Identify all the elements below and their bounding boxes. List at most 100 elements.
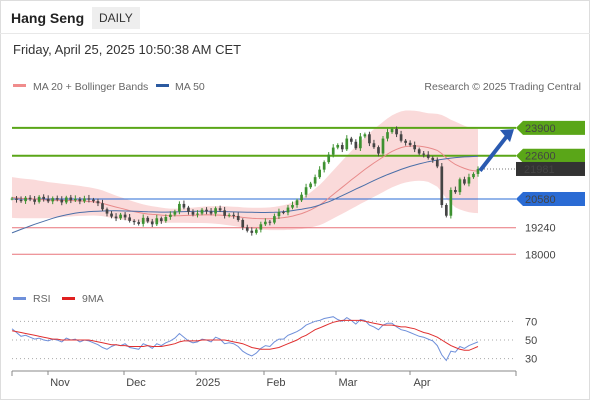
candle-body: [372, 143, 376, 148]
candle-body: [435, 160, 439, 167]
candle-body: [24, 197, 27, 202]
candle-body: [359, 136, 362, 149]
x-tick-label-2025: 2025: [196, 377, 220, 389]
candle-body: [304, 187, 308, 195]
last-price-tag: [516, 161, 585, 176]
candle-body: [227, 214, 231, 216]
candle-body: [10, 198, 14, 200]
candle-body: [313, 177, 317, 184]
candle-body: [399, 134, 403, 141]
level-label-19240: 19240: [525, 223, 556, 235]
candle-body: [196, 213, 199, 215]
candle-body: [150, 221, 154, 225]
candle-body: [19, 199, 23, 202]
candle-body: [141, 217, 145, 224]
candle-body: [268, 221, 272, 223]
candle-body: [331, 147, 335, 155]
candle-body: [92, 199, 95, 202]
candle-body: [426, 154, 430, 158]
candle-body: [155, 218, 159, 225]
candle-body: [187, 207, 190, 212]
x-tick-label-Nov: Nov: [50, 377, 70, 389]
candle-body: [327, 154, 331, 163]
candle-body: [408, 142, 412, 145]
candle-body: [390, 128, 394, 133]
rsi-tick-70: 70: [525, 316, 537, 328]
candle-body: [413, 145, 417, 150]
candle-body: [128, 217, 131, 221]
level-label-18000: 18000: [525, 249, 556, 261]
candle-body: [60, 199, 64, 203]
candle-body: [78, 198, 82, 202]
level-tag-20580: [516, 192, 585, 206]
candle-body: [159, 218, 163, 222]
candle-body: [277, 212, 281, 217]
candle-body: [395, 128, 398, 135]
candle-body: [218, 208, 222, 211]
candle-body: [264, 221, 267, 225]
candle-body: [286, 207, 290, 213]
candle-body: [182, 203, 186, 208]
candle-body: [295, 200, 299, 205]
candle-body: [300, 194, 303, 201]
candle-body: [146, 217, 150, 222]
candle-body: [110, 213, 113, 217]
candle-body: [178, 203, 181, 212]
candle-body: [254, 229, 258, 233]
candle-body: [200, 209, 204, 214]
candle-body: [132, 220, 136, 223]
candle-body: [282, 212, 285, 214]
ma20-line: [11, 145, 479, 220]
candle-body: [51, 198, 55, 202]
rsi-legend-label: RSI: [33, 293, 51, 305]
candle-body: [381, 138, 385, 154]
candle-body: [309, 183, 312, 188]
candle-body: [205, 209, 208, 212]
candle-body: [444, 205, 448, 216]
candle-body: [318, 169, 321, 178]
candle-body: [273, 216, 276, 223]
candle-body: [87, 198, 91, 200]
copyright-label: Research © 2025 Trading Central: [424, 81, 581, 93]
candle-body: [33, 199, 36, 202]
level-tag-23900: [516, 120, 585, 135]
candle-body: [236, 215, 240, 220]
candle-body: [46, 198, 50, 202]
candle-body: [15, 198, 18, 200]
level-label-20580: 20580: [525, 194, 556, 206]
candle-body: [42, 196, 46, 199]
candle-body: [101, 203, 104, 210]
x-tick-label-Mar: Mar: [339, 377, 358, 389]
candle-body: [173, 211, 177, 215]
candle-body: [417, 149, 421, 154]
candle-body: [250, 230, 254, 233]
ma20-legend-label: MA 20 + Bollinger Bands: [33, 81, 148, 93]
candle-body: [241, 220, 245, 228]
candle-body: [83, 198, 86, 202]
candle-body: [245, 227, 249, 231]
candle-body: [291, 205, 294, 208]
candle-body: [169, 214, 172, 217]
candle-body: [467, 177, 471, 184]
candle-body: [64, 197, 68, 203]
x-tick-label-Dec: Dec: [126, 377, 146, 389]
forecast-arrowhead: [500, 129, 514, 143]
rsi-tick-30: 30: [525, 354, 537, 366]
candle-body: [191, 211, 195, 215]
index-title: Hang Seng: [11, 10, 85, 26]
candle-body: [105, 209, 109, 214]
x-tick-label-Apr: Apr: [413, 377, 430, 389]
timeframe-badge[interactable]: DAILY: [92, 7, 140, 29]
rsi-tick-50: 50: [525, 335, 537, 347]
candle-body: [96, 201, 100, 204]
candle-body: [368, 134, 371, 144]
forecast-arrow: [478, 134, 509, 172]
candle-body: [463, 179, 466, 184]
x-tick-label-Feb: Feb: [267, 377, 286, 389]
rsi-ma-legend-swatch: [62, 297, 75, 300]
candle-body: [354, 141, 358, 149]
candle-body: [386, 132, 389, 139]
ma50-legend-label: MA 50: [175, 81, 205, 93]
candle-body: [454, 190, 457, 193]
